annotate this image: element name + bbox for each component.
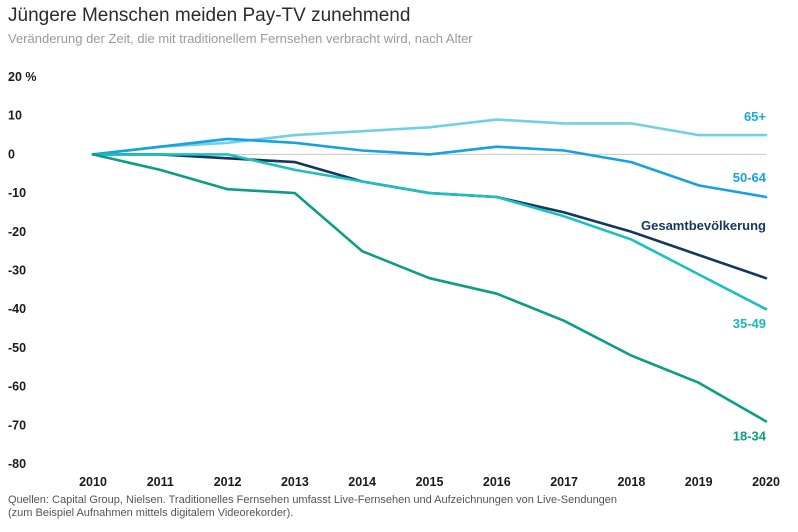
y-tick-label: 10	[8, 109, 22, 123]
x-tick-label: 2013	[281, 475, 309, 489]
x-tick-label: 2016	[483, 475, 511, 489]
x-tick-label: 2017	[550, 475, 578, 489]
x-tick-label: 2015	[416, 475, 444, 489]
x-axis-ticks: 2010 2011 2012 2013 2014 2015 2016 2017 2018 2019…	[79, 475, 780, 489]
y-tick-label: -40	[8, 302, 26, 316]
x-tick-label: 2012	[214, 475, 242, 489]
series-line-18-34	[91, 153, 768, 423]
series-label: 50-64	[733, 170, 767, 185]
series-label: 35-49	[733, 316, 766, 331]
source-note: Quellen: Capital Group, Nielsen. Traditi…	[8, 494, 618, 519]
x-tick-label: 2014	[348, 475, 376, 489]
x-tick-label: 2011	[147, 475, 174, 489]
series-labels: 65+ 50-64 Gesamtbevölkerung 35-49 18-34	[641, 109, 767, 443]
y-tick-label: -80	[8, 457, 26, 471]
y-tick-label: -60	[8, 380, 26, 394]
series-label: Gesamtbevölkerung	[641, 218, 766, 233]
series-label: 65+	[744, 109, 766, 124]
y-tick-label: -30	[8, 264, 26, 278]
x-tick-label: 2019	[685, 475, 713, 489]
series-lines	[91, 118, 768, 423]
chart-title: Jüngere Menschen meiden Pay-TV zunehmend	[8, 5, 411, 26]
y-tick-label: 20 %	[8, 70, 37, 84]
y-tick-label: -20	[8, 225, 26, 239]
series-line-35-49	[91, 153, 768, 311]
y-axis-ticks: 20 % 10 0 -10 -20 -30 -40 -50 -60 -70 -80	[8, 70, 37, 471]
series-line-65-	[91, 118, 768, 156]
series-label: 18-34	[733, 428, 767, 443]
x-tick-label: 2018	[617, 475, 645, 489]
y-tick-label: -10	[8, 186, 26, 200]
series-line-50-64	[91, 137, 768, 199]
x-tick-label: 2020	[752, 475, 780, 489]
chart-subtitle: Veränderung der Zeit, die mit traditione…	[8, 31, 473, 46]
y-tick-label: -70	[8, 418, 26, 432]
x-tick-label: 2010	[79, 475, 107, 489]
y-tick-label: -50	[8, 341, 26, 355]
y-tick-label: 0	[8, 147, 15, 161]
